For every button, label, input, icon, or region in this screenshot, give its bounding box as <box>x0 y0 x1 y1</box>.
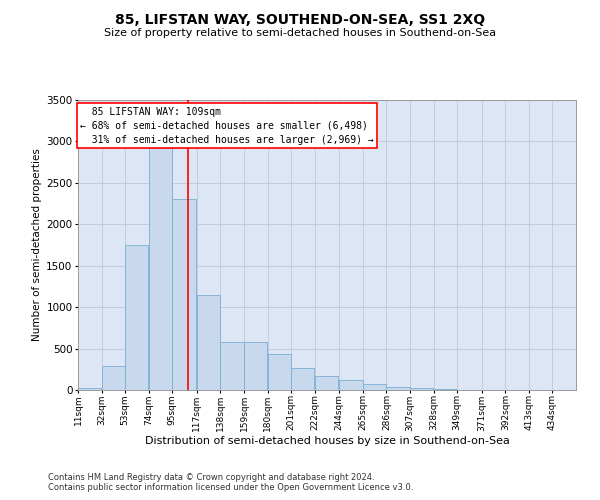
Y-axis label: Number of semi-detached properties: Number of semi-detached properties <box>32 148 42 342</box>
Text: Contains public sector information licensed under the Open Government Licence v3: Contains public sector information licen… <box>48 484 413 492</box>
Bar <box>172 200 196 390</box>
Bar <box>291 368 314 390</box>
Text: 85, LIFSTAN WAY, SOUTHEND-ON-SEA, SS1 2XQ: 85, LIFSTAN WAY, SOUTHEND-ON-SEA, SS1 2X… <box>115 12 485 26</box>
Bar <box>197 294 220 390</box>
Text: Contains HM Land Registry data © Crown copyright and database right 2024.: Contains HM Land Registry data © Crown c… <box>48 474 374 482</box>
Bar <box>314 376 338 390</box>
X-axis label: Distribution of semi-detached houses by size in Southend-on-Sea: Distribution of semi-detached houses by … <box>145 436 509 446</box>
Bar <box>220 342 244 390</box>
Bar <box>386 386 410 390</box>
Bar <box>78 388 101 390</box>
Bar <box>149 138 172 390</box>
Text: Size of property relative to semi-detached houses in Southend-on-Sea: Size of property relative to semi-detach… <box>104 28 496 38</box>
Bar <box>101 366 125 390</box>
Text: 85 LIFSTAN WAY: 109sqm  
← 68% of semi-detached houses are smaller (6,498)
  31%: 85 LIFSTAN WAY: 109sqm ← 68% of semi-det… <box>80 106 374 144</box>
Bar <box>125 245 148 390</box>
Bar <box>363 384 386 390</box>
Bar <box>340 380 362 390</box>
Bar <box>410 388 433 390</box>
Bar <box>244 342 268 390</box>
Bar <box>268 354 291 390</box>
